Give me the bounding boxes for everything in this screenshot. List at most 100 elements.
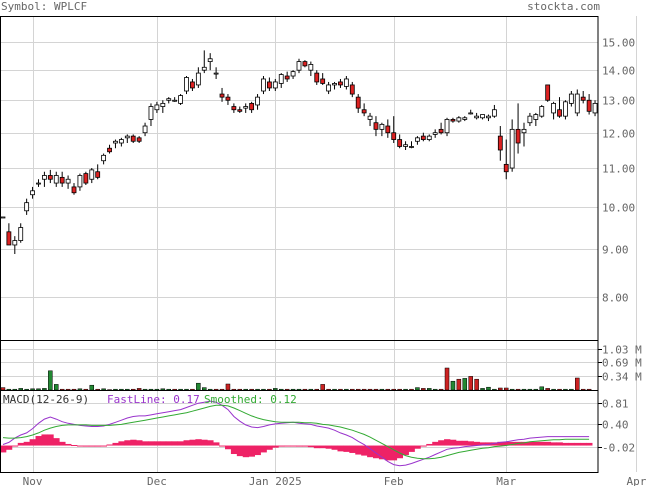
candle-up — [278, 74, 284, 84]
candle-down — [338, 81, 343, 86]
volume-bar — [421, 388, 426, 391]
candle-down — [557, 109, 562, 117]
candle-up — [30, 190, 35, 196]
candle-down — [373, 122, 379, 130]
candle-up — [18, 227, 24, 241]
candle-up — [486, 115, 491, 119]
candle-down — [231, 106, 237, 111]
candle-up — [42, 175, 47, 180]
macd-histogram-bar — [177, 441, 184, 446]
macd-histogram-bar — [414, 445, 421, 449]
macd-histogram-bar — [544, 441, 552, 446]
candle-down — [397, 139, 403, 147]
macd-histogram-bar — [521, 441, 528, 446]
macd-histogram-bar — [165, 441, 173, 446]
macd-histogram-bar — [53, 438, 60, 446]
candle-down — [497, 135, 503, 151]
candle-up — [533, 114, 539, 120]
volume-bar — [486, 386, 491, 391]
candle-down — [302, 61, 308, 67]
macd-histogram-bar — [224, 445, 232, 450]
macd-histogram-bar — [76, 445, 84, 447]
macd-histogram-bar — [426, 443, 433, 446]
macd-histogram-bar — [47, 434, 54, 446]
candle-up — [124, 135, 130, 139]
candle-up — [89, 169, 95, 180]
candle-down — [107, 147, 112, 153]
volume-bar — [415, 387, 420, 391]
candle-up — [426, 135, 432, 140]
price-tick-label: 8.00 — [602, 292, 629, 305]
candle-up — [184, 77, 189, 92]
macd-histogram-bar — [438, 440, 445, 446]
volume-bar — [503, 387, 509, 391]
macd-histogram-bar — [509, 441, 516, 446]
candle-down — [136, 137, 142, 142]
symbol-label: Symbol: WPLCF — [1, 0, 88, 13]
price-tick-label: 9.00 — [602, 244, 629, 257]
candle-down — [349, 84, 355, 95]
volume-bar — [101, 388, 106, 391]
volume-bar — [89, 384, 95, 391]
volume-bar — [539, 386, 545, 391]
macd-histogram-bar — [106, 444, 113, 446]
macd-histogram-bar — [272, 445, 279, 448]
candle-down — [320, 78, 326, 84]
candle-up — [172, 99, 178, 102]
macd-histogram-bar — [301, 445, 309, 447]
candle-up — [201, 66, 207, 71]
macd-histogram-bar — [242, 445, 250, 458]
macd-histogram-bar — [444, 439, 451, 446]
volume-bar — [468, 376, 473, 391]
candle-up — [403, 144, 408, 147]
candle-up — [195, 72, 201, 86]
candle-down — [71, 186, 77, 194]
macd-histogram-bar — [153, 441, 161, 446]
candle-up — [474, 115, 480, 119]
macd-histogram-bar — [349, 445, 356, 453]
macd-histogram-bar — [41, 434, 48, 446]
volume-bar — [450, 380, 456, 391]
candle-up — [154, 104, 160, 111]
x-tick-label: Dec — [147, 475, 167, 486]
candle-up — [456, 117, 462, 122]
macd-histogram-bar — [455, 440, 463, 446]
candle-up — [509, 128, 515, 169]
candle-down — [355, 96, 361, 109]
site-label: stockta.com — [527, 0, 600, 13]
candle-down — [503, 163, 509, 173]
macd-histogram-bar — [390, 445, 398, 461]
macd-histogram-bar — [402, 445, 409, 456]
macd-histogram-bar — [183, 440, 190, 446]
macd-histogram-bar — [118, 441, 125, 446]
candle-down — [83, 173, 89, 184]
candle-up — [574, 93, 580, 114]
candle-up — [527, 115, 533, 124]
candle-down — [249, 102, 255, 111]
volume-bar — [427, 388, 432, 391]
macd-histogram-bar — [361, 445, 368, 456]
candle-up — [178, 95, 183, 104]
macd-tick-label: 0.81 — [602, 398, 629, 411]
macd-histogram-bar — [432, 441, 439, 446]
candle-up — [148, 106, 154, 120]
volume-bar — [456, 378, 462, 391]
candle-up — [113, 140, 118, 144]
macd-histogram-bar — [195, 439, 202, 446]
macd-histogram-bar — [189, 439, 196, 446]
macd-histogram-bar — [467, 441, 475, 446]
macd-histogram-bar — [284, 445, 291, 447]
candle-down — [59, 176, 65, 184]
macd-histogram-bar — [130, 439, 137, 446]
candle-up — [261, 78, 266, 92]
volume-bar — [160, 388, 166, 391]
price-tick-label: 12.00 — [602, 128, 635, 141]
candle-down — [6, 231, 12, 246]
volume-bar — [53, 384, 59, 391]
candle-up — [243, 106, 249, 109]
candle-up — [409, 146, 414, 148]
macd-histogram-bar — [473, 441, 480, 446]
candle-up — [255, 96, 260, 106]
